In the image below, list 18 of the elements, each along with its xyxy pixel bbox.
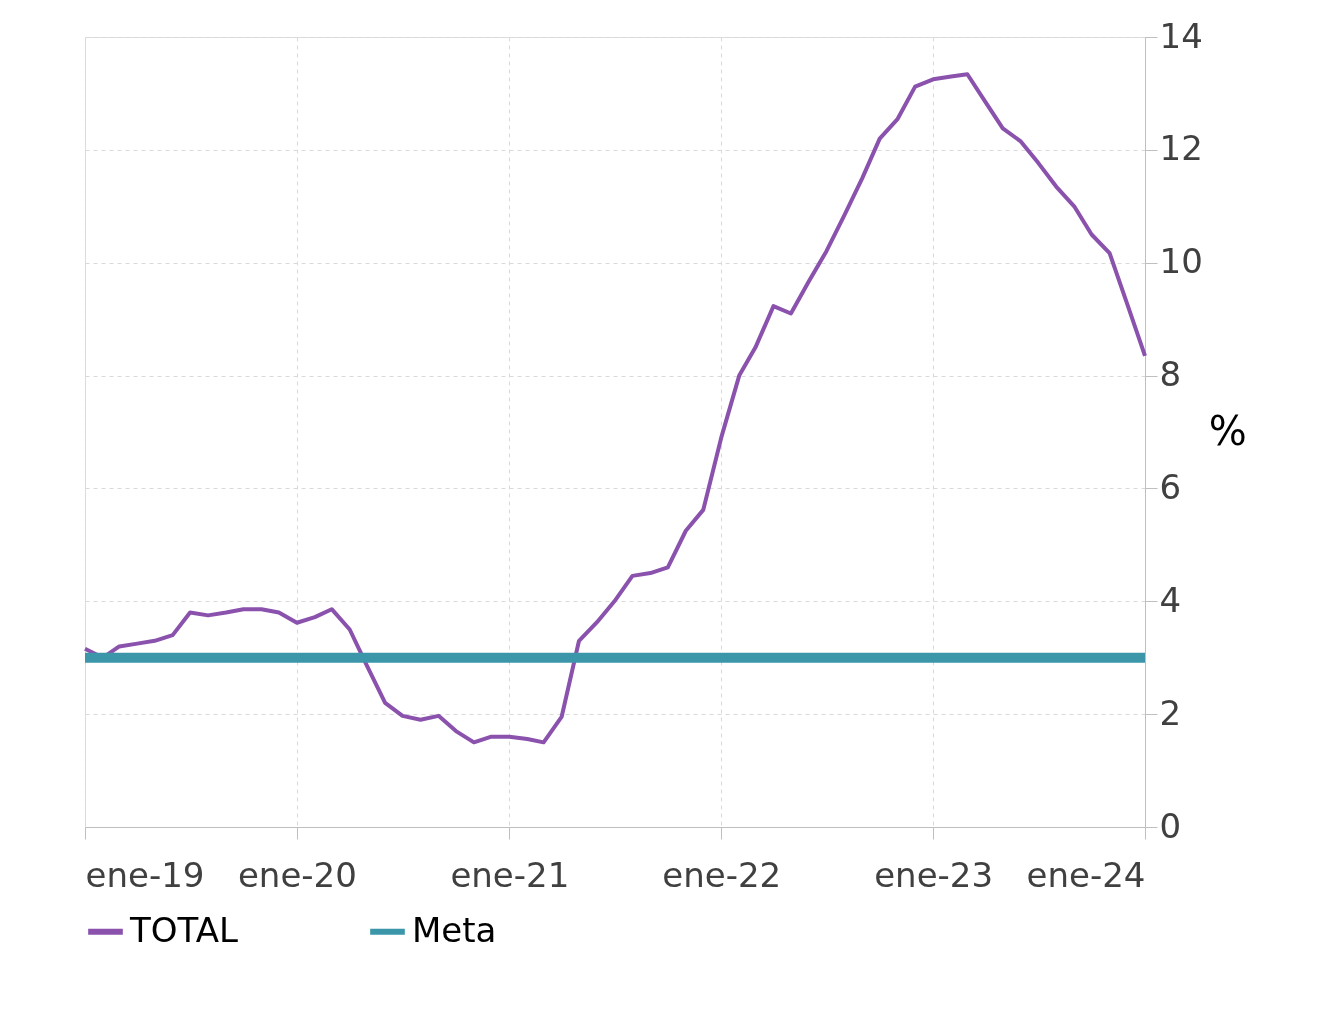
- y-tick-label: 10: [1159, 241, 1203, 282]
- line-series: [83, 72, 1147, 745]
- x-tick-label: ene-20: [237, 854, 357, 895]
- y-tick-label: 12: [1159, 128, 1203, 169]
- x-tick-label: ene-19: [85, 854, 205, 895]
- x-tick-label: ene-23: [874, 854, 994, 895]
- y-tick-label: 0: [1159, 805, 1182, 846]
- x-tick-label: ene-21: [450, 854, 570, 895]
- legend-label: TOTAL: [129, 909, 238, 950]
- x-tick-label: ene-22: [662, 854, 782, 895]
- y-tick-label: 4: [1159, 579, 1182, 620]
- y-tick-label: 6: [1159, 466, 1182, 507]
- x-tick-label: ene-24: [1026, 854, 1146, 895]
- y-axis-title: %: [1208, 407, 1247, 454]
- y-tick-label: 8: [1159, 354, 1182, 395]
- legend-label: Meta: [412, 909, 497, 950]
- y-tick-label: 2: [1159, 692, 1182, 733]
- y-tick-label: 14: [1159, 15, 1203, 56]
